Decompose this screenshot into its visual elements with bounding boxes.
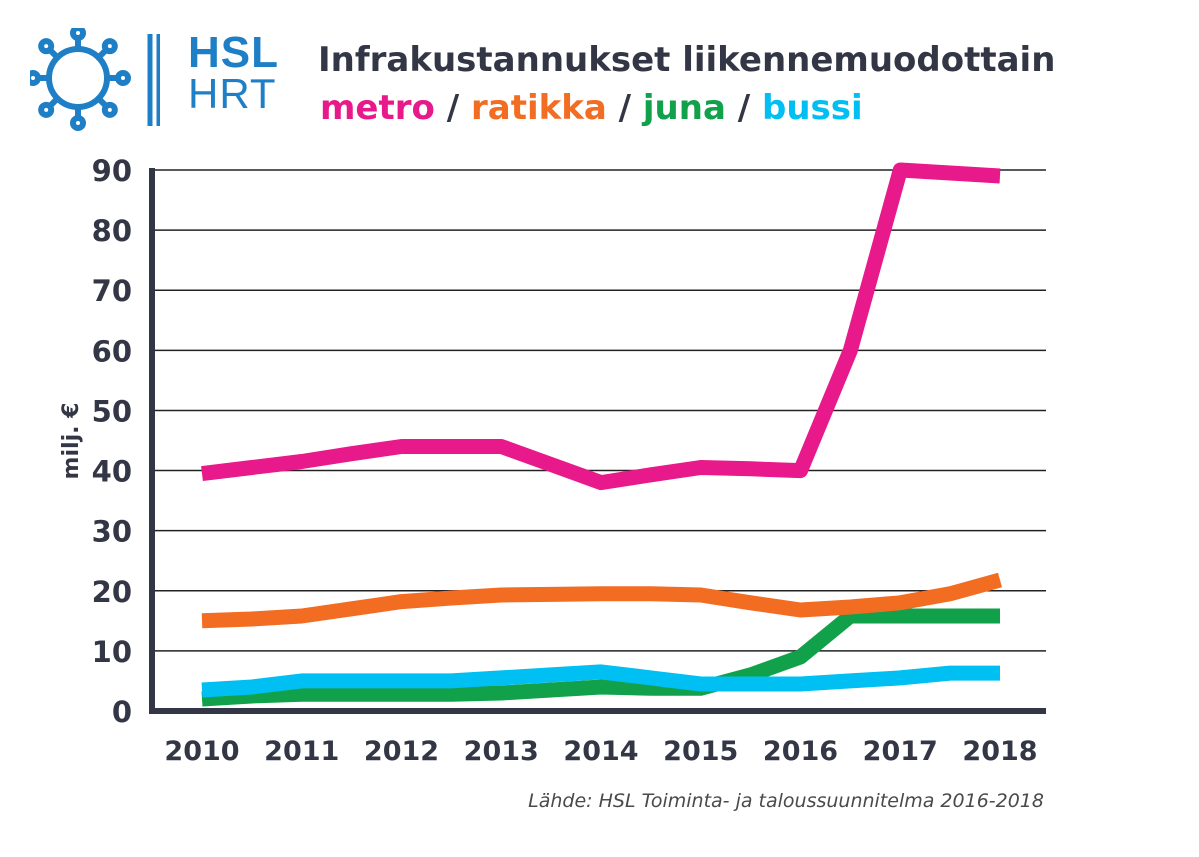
y-tick-label: 20 xyxy=(92,575,132,609)
legend-separator: / xyxy=(618,88,632,128)
y-tick-label: 40 xyxy=(92,455,132,489)
series-line-bussi xyxy=(201,664,1000,698)
y-tick-label: 90 xyxy=(92,154,132,188)
y-tick-label: 0 xyxy=(112,695,132,729)
series-line-ratikka xyxy=(201,572,1002,629)
x-tick-label: 2016 xyxy=(763,736,838,767)
legend-ratikka: ratikka xyxy=(470,88,607,128)
legend-separator: / xyxy=(737,88,751,128)
y-tick-label: 30 xyxy=(92,515,132,549)
y-tick-label: 60 xyxy=(92,334,132,368)
x-tick-label: 2010 xyxy=(164,736,239,767)
y-axis-label: milj. € xyxy=(59,403,84,480)
logo-wordmark-hsl: HSL xyxy=(188,28,279,77)
x-tick-label: 2017 xyxy=(863,736,938,767)
legend-separator: / xyxy=(446,88,460,128)
x-tick-label: 2015 xyxy=(663,736,738,767)
legend-metro: metro xyxy=(320,88,435,128)
series-line-metro xyxy=(201,162,1001,491)
source-note: Lähde: HSL Toiminta- ja taloussuunnitelm… xyxy=(528,790,1044,812)
series-line-juna xyxy=(201,608,1000,707)
chart-title: Infrakustannukset liikennemuodottain xyxy=(318,40,1056,80)
y-tick-label: 70 xyxy=(92,274,132,308)
x-tick-label: 2018 xyxy=(962,736,1037,767)
hsl-logo: HSL HRT xyxy=(25,25,290,132)
x-tick-label: 2013 xyxy=(464,736,539,767)
legend-juna: juna xyxy=(642,88,726,128)
y-tick-label: 10 xyxy=(92,635,132,669)
hsl-sun-icon xyxy=(25,25,162,131)
y-tick-label: 80 xyxy=(92,214,132,248)
x-tick-label: 2011 xyxy=(264,736,339,767)
x-tick-label: 2012 xyxy=(364,736,439,767)
x-tick-label: 2014 xyxy=(563,736,638,767)
y-tick-label: 50 xyxy=(92,394,132,428)
logo-wordmark-hrt: HRT xyxy=(188,70,277,117)
legend-subtitle: metro / ratikka / juna / bussi xyxy=(320,88,863,128)
legend-bussi: bussi xyxy=(762,88,863,128)
